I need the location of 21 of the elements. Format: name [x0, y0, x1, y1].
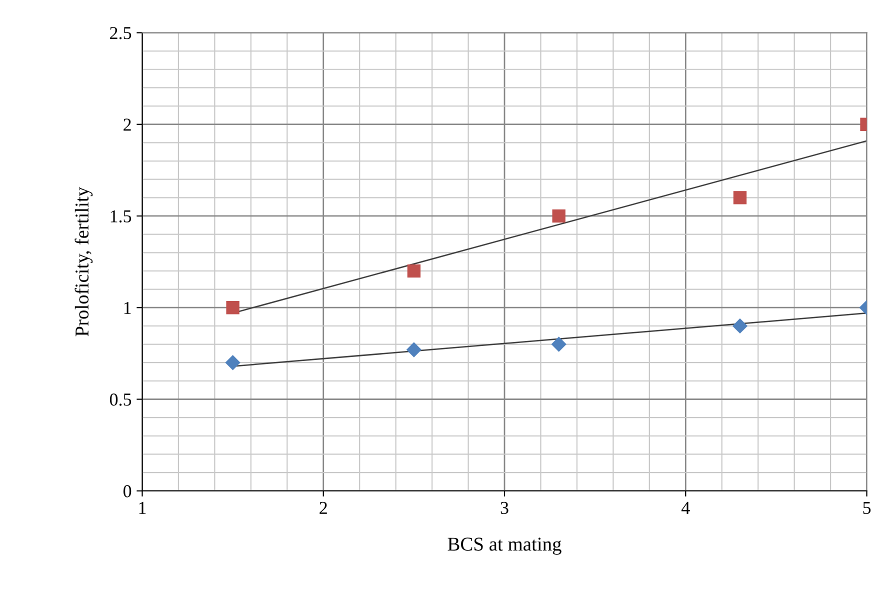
point — [551, 336, 566, 352]
y-tick-label: 1 — [124, 302, 131, 314]
x-tick-label: 4 — [681, 502, 690, 514]
y-tick-label: 1.5 — [110, 210, 132, 223]
x-tick-label: 3 — [500, 502, 508, 514]
point — [225, 354, 240, 370]
x-tick-label: 2 — [320, 502, 327, 514]
y-axis-title: Proloficity, fertility — [74, 186, 93, 336]
x-axis-title: BCS at mating — [448, 538, 562, 555]
point — [406, 342, 422, 358]
x-tick-label: 5 — [863, 502, 871, 514]
point — [552, 209, 566, 223]
x-tick-label: 1 — [139, 502, 146, 514]
point — [226, 301, 240, 314]
point — [733, 191, 747, 204]
y-tick-label: 0.5 — [110, 394, 132, 406]
y-tick-label: 2.5 — [110, 27, 132, 40]
y-tick-label: 2 — [124, 118, 131, 131]
point — [407, 264, 421, 278]
y-tick-label: 0 — [123, 485, 132, 498]
point — [732, 318, 748, 334]
